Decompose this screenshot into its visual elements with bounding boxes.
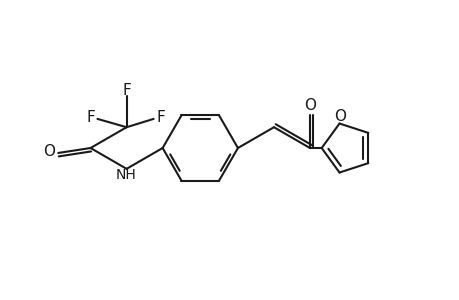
Text: NH: NH (115, 168, 136, 182)
Text: F: F (86, 110, 95, 125)
Text: O: O (334, 109, 346, 124)
Text: F: F (156, 110, 165, 125)
Text: O: O (43, 145, 55, 160)
Text: O: O (303, 98, 315, 113)
Text: F: F (122, 82, 131, 98)
